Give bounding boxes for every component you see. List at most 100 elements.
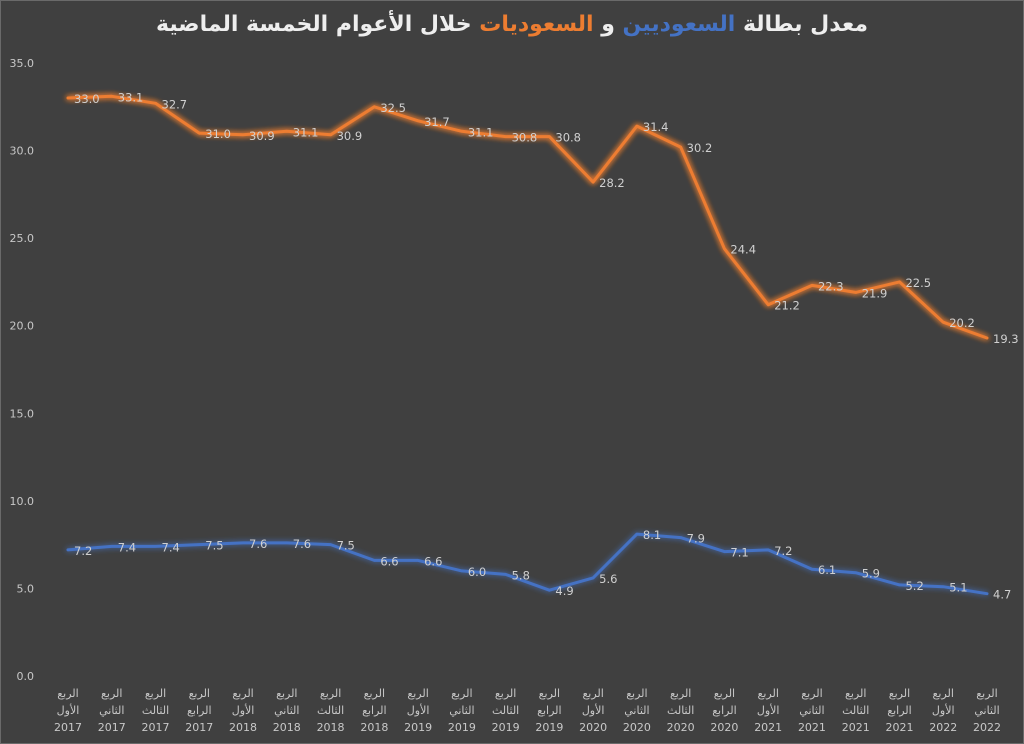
data-label: 24.4 xyxy=(730,243,756,257)
svg-text:الربع: الربع xyxy=(976,687,997,700)
svg-text:الربع: الربع xyxy=(57,687,78,700)
svg-text:2021: 2021 xyxy=(798,721,826,734)
svg-text:الرابع: الرابع xyxy=(187,704,211,717)
data-labels: 33.0 33.1 32.7 31.0 30.9 31.1 30.9 32.5 31.7 31.1… xyxy=(74,90,1019,601)
svg-text:2020: 2020 xyxy=(667,721,695,734)
data-label: 31.0 xyxy=(205,127,231,141)
svg-text:الأول: الأول xyxy=(582,703,605,717)
title-series-men: السعوديين xyxy=(622,12,736,37)
svg-text:2018: 2018 xyxy=(360,721,388,734)
data-label: 5.2 xyxy=(905,579,923,593)
svg-text:2018: 2018 xyxy=(317,721,345,734)
data-label: 4.9 xyxy=(555,584,573,598)
svg-text:2017: 2017 xyxy=(185,721,213,734)
data-label: 7.4 xyxy=(162,540,180,554)
svg-text:2020: 2020 xyxy=(710,721,738,734)
svg-text:الرابع: الرابع xyxy=(712,704,736,717)
svg-text:الربع: الربع xyxy=(364,687,385,700)
data-label: 31.1 xyxy=(293,125,319,139)
y-tick-label: 5.0 xyxy=(17,582,35,595)
series-line-women xyxy=(66,94,989,340)
x-tick-label: الربع الرابع 2021 xyxy=(885,687,913,734)
svg-text:الربع: الربع xyxy=(276,687,297,700)
data-label: 6.6 xyxy=(380,554,398,568)
data-label: 22.3 xyxy=(818,279,844,293)
x-tick-label: الربع الأول 2017 xyxy=(54,687,82,734)
svg-text:الثاني: الثاني xyxy=(624,704,649,717)
svg-text:2021: 2021 xyxy=(842,721,870,734)
svg-text:الثاني: الثاني xyxy=(974,704,999,717)
svg-text:الأول: الأول xyxy=(232,703,255,717)
svg-text:الأول: الأول xyxy=(57,703,80,717)
svg-text:الربع: الربع xyxy=(670,687,691,700)
x-tick-label: الربع الأول 2021 xyxy=(754,687,782,734)
y-tick-label: 0.0 xyxy=(17,670,35,683)
svg-text:الربع: الربع xyxy=(407,687,428,700)
data-label: 7.9 xyxy=(687,532,705,546)
svg-text:الثاني: الثاني xyxy=(799,704,824,717)
svg-text:الثالث: الثالث xyxy=(317,704,344,717)
svg-text:الأول: الأول xyxy=(407,703,430,717)
data-label: 28.2 xyxy=(599,176,625,190)
x-tick-label: الربع الثاني 2019 xyxy=(448,687,476,734)
svg-text:الربع: الربع xyxy=(714,687,735,700)
x-tick-label: الربع الثاني 2021 xyxy=(798,687,826,734)
svg-text:الربع: الربع xyxy=(101,687,122,700)
data-label: 7.5 xyxy=(337,539,355,553)
data-label: 7.1 xyxy=(730,546,748,560)
title-series-women: السعوديات xyxy=(479,12,594,37)
svg-text:الأول: الأول xyxy=(932,703,955,717)
svg-text:الربع: الربع xyxy=(451,687,472,700)
data-label: 7.4 xyxy=(118,540,136,554)
data-label: 30.8 xyxy=(512,131,538,145)
data-label: 6.0 xyxy=(468,565,486,579)
data-label: 4.7 xyxy=(993,588,1011,602)
svg-text:الربع: الربع xyxy=(539,687,560,700)
x-tick-label: الربع الرابع 2017 xyxy=(185,687,213,734)
y-tick-label: 20.0 xyxy=(10,320,35,333)
data-label: 5.1 xyxy=(949,581,967,595)
y-tick-label: 25.0 xyxy=(10,232,35,245)
x-tick-label: الربع الثالث 2017 xyxy=(142,687,170,734)
svg-text:2019: 2019 xyxy=(492,721,520,734)
title-part-3: و xyxy=(593,12,623,37)
svg-text:الربع: الربع xyxy=(495,687,516,700)
title-part-5: خلال الأعوام الخمسة الماضية xyxy=(155,12,480,37)
x-tick-label: الربع الثالث 2019 xyxy=(492,687,520,734)
svg-text:الربع: الربع xyxy=(626,687,647,700)
svg-text:الثالث: الثالث xyxy=(667,704,694,717)
title-part-1: معدل بطالة xyxy=(735,12,868,37)
data-label: 7.2 xyxy=(774,544,792,558)
data-label: 32.7 xyxy=(162,97,188,111)
y-tick-label: 35.0 xyxy=(10,57,35,70)
x-tick-label: الربع الأول 2018 xyxy=(229,687,257,734)
series-group xyxy=(66,94,989,596)
data-label: 8.1 xyxy=(643,528,661,542)
data-label: 31.4 xyxy=(643,120,669,134)
svg-text:الثالث: الثالث xyxy=(142,704,169,717)
data-label: 6.1 xyxy=(818,563,836,577)
y-axis: 0.0 5.0 10.0 15.0 20.0 25.0 30.0 35.0 xyxy=(10,57,35,683)
svg-text:الثالث: الثالث xyxy=(492,704,519,717)
data-label: 30.8 xyxy=(555,131,581,145)
data-label: 7.2 xyxy=(74,544,92,558)
svg-text:الربع: الربع xyxy=(189,687,210,700)
data-label: 30.2 xyxy=(687,141,713,155)
data-label: 21.9 xyxy=(862,286,888,300)
x-tick-label: الربع الرابع 2019 xyxy=(535,687,563,734)
x-tick-label: الربع الرابع 2020 xyxy=(710,687,738,734)
data-label: 6.6 xyxy=(424,554,442,568)
data-label: 33.1 xyxy=(118,90,144,104)
svg-text:الربع: الربع xyxy=(933,687,954,700)
svg-text:الربع: الربع xyxy=(145,687,166,700)
svg-text:2017: 2017 xyxy=(54,721,82,734)
svg-text:2019: 2019 xyxy=(448,721,476,734)
x-tick-label: الربع الثالث 2021 xyxy=(842,687,870,734)
y-tick-label: 30.0 xyxy=(10,145,35,158)
x-tick-label: الربع الثاني 2018 xyxy=(273,687,301,734)
x-tick-label: الربع الرابع 2018 xyxy=(360,687,388,734)
svg-text:2022: 2022 xyxy=(973,721,1001,734)
data-label: 7.5 xyxy=(205,539,223,553)
